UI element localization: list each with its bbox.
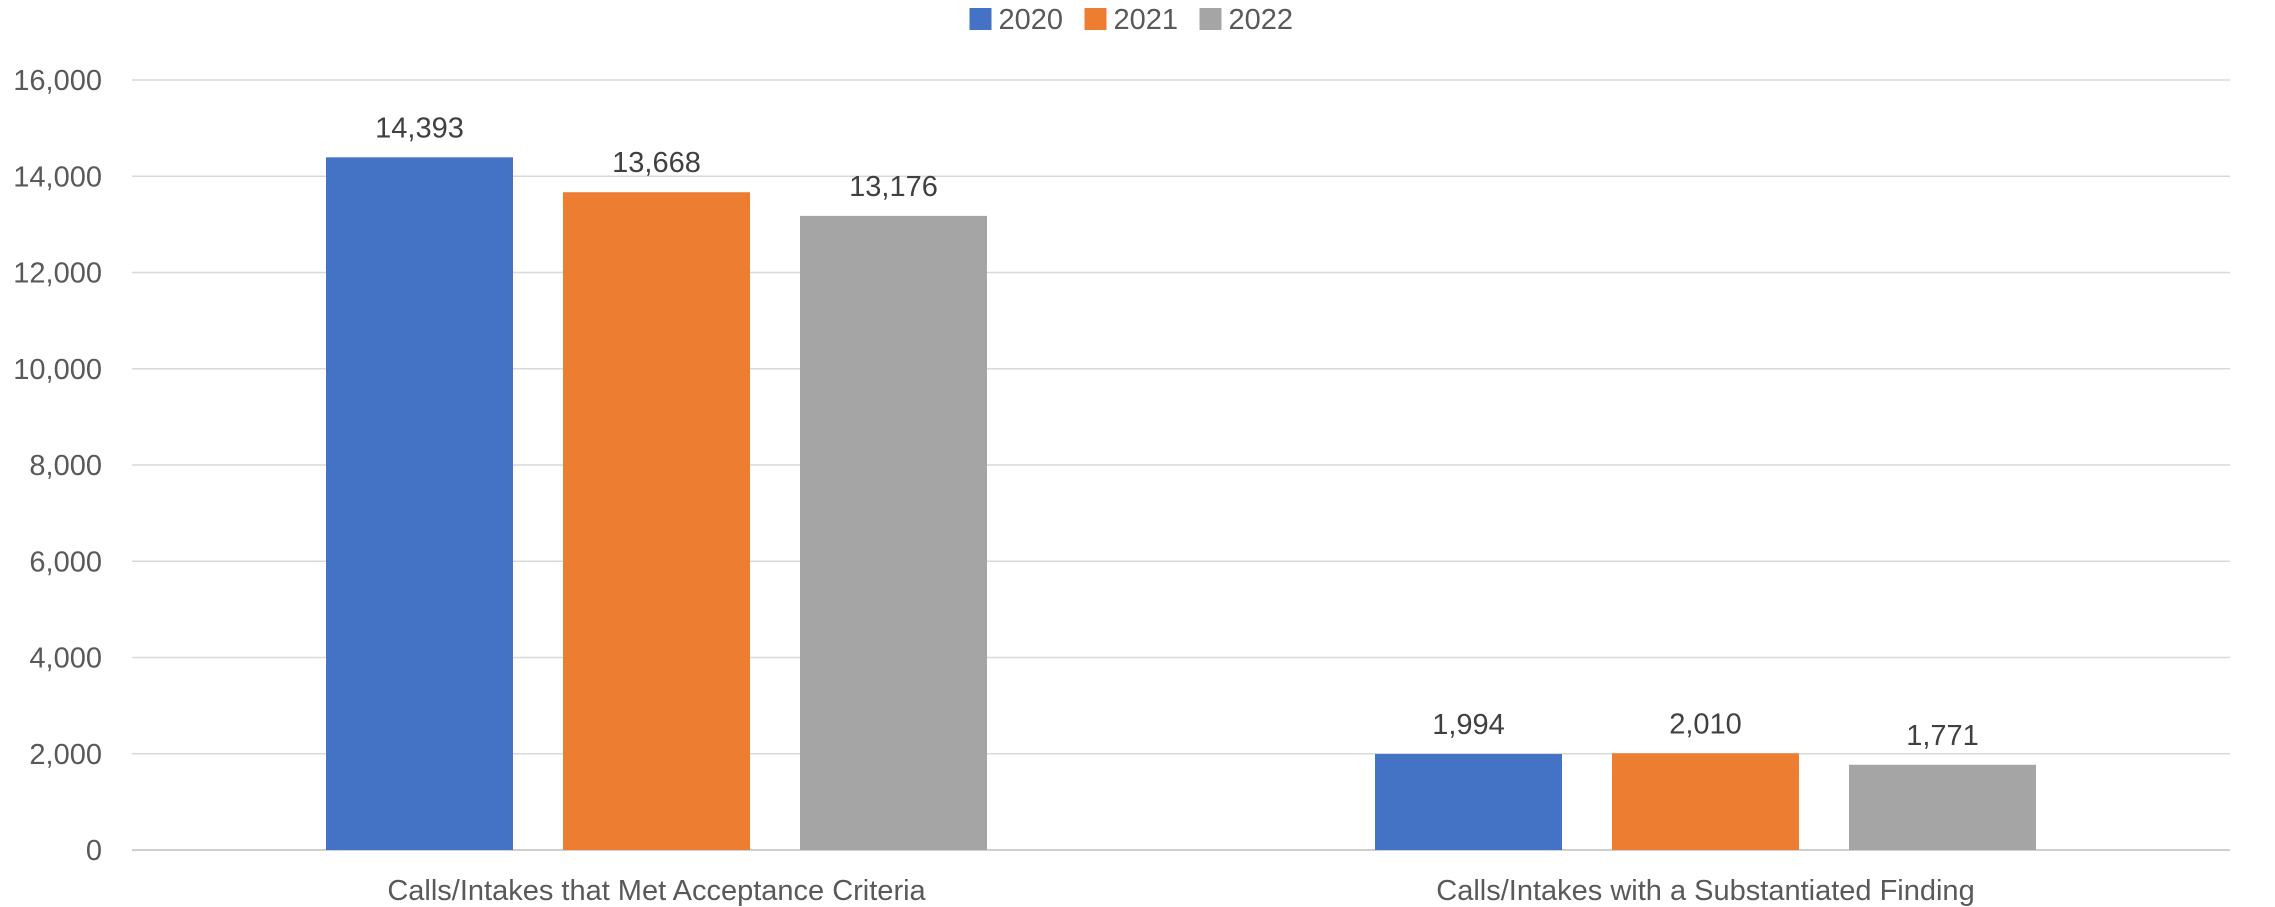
bars	[326, 157, 2036, 851]
bar-2022	[800, 215, 987, 850]
y-tick-label: 10,000	[13, 354, 102, 386]
data-label: 2,010	[1669, 708, 1742, 740]
y-tick-label: 0	[86, 835, 102, 867]
bar-2022	[1849, 764, 2036, 850]
y-tick-label: 12,000	[13, 258, 102, 290]
legend-label: 2022	[1229, 4, 1294, 36]
y-axis-tick-labels: 0 2,000 4,000 6,000 8,000 10,000 12,000 14,000 1…	[13, 65, 102, 867]
y-tick-label: 14,000	[13, 161, 102, 193]
bar-2021	[1612, 753, 1799, 850]
legend-label: 2020	[999, 4, 1064, 36]
data-label: 1,771	[1906, 720, 1979, 752]
bar-2021	[563, 192, 750, 851]
data-label: 1,994	[1432, 709, 1505, 741]
legend-label: 2021	[1114, 4, 1179, 36]
y-tick-label: 16,000	[13, 65, 102, 97]
bar-2020	[1375, 754, 1562, 850]
y-tick-label: 6,000	[29, 546, 102, 578]
category-label: Calls/Intakes that Met Acceptance Criter…	[387, 875, 926, 907]
legend: 2020 2021 2022	[969, 4, 1294, 36]
y-tick-label: 4,000	[29, 643, 102, 675]
data-label: 13,668	[612, 147, 701, 179]
category-label: Calls/Intakes with a Substantiated Findi…	[1436, 875, 1974, 907]
y-tick-label: 8,000	[29, 450, 102, 482]
legend-swatch	[1199, 8, 1222, 30]
category-labels: Calls/Intakes that Met Acceptance Criter…	[387, 875, 1974, 907]
legend-swatch	[969, 8, 992, 30]
data-labels: 14,393 13,668 13,176 1,994 2,010 1,771	[375, 112, 1979, 751]
bar-2020	[326, 157, 513, 851]
data-label: 13,176	[849, 171, 938, 203]
legend-swatch	[1084, 8, 1107, 30]
data-label: 14,393	[375, 112, 464, 144]
y-tick-label: 2,000	[29, 739, 102, 771]
